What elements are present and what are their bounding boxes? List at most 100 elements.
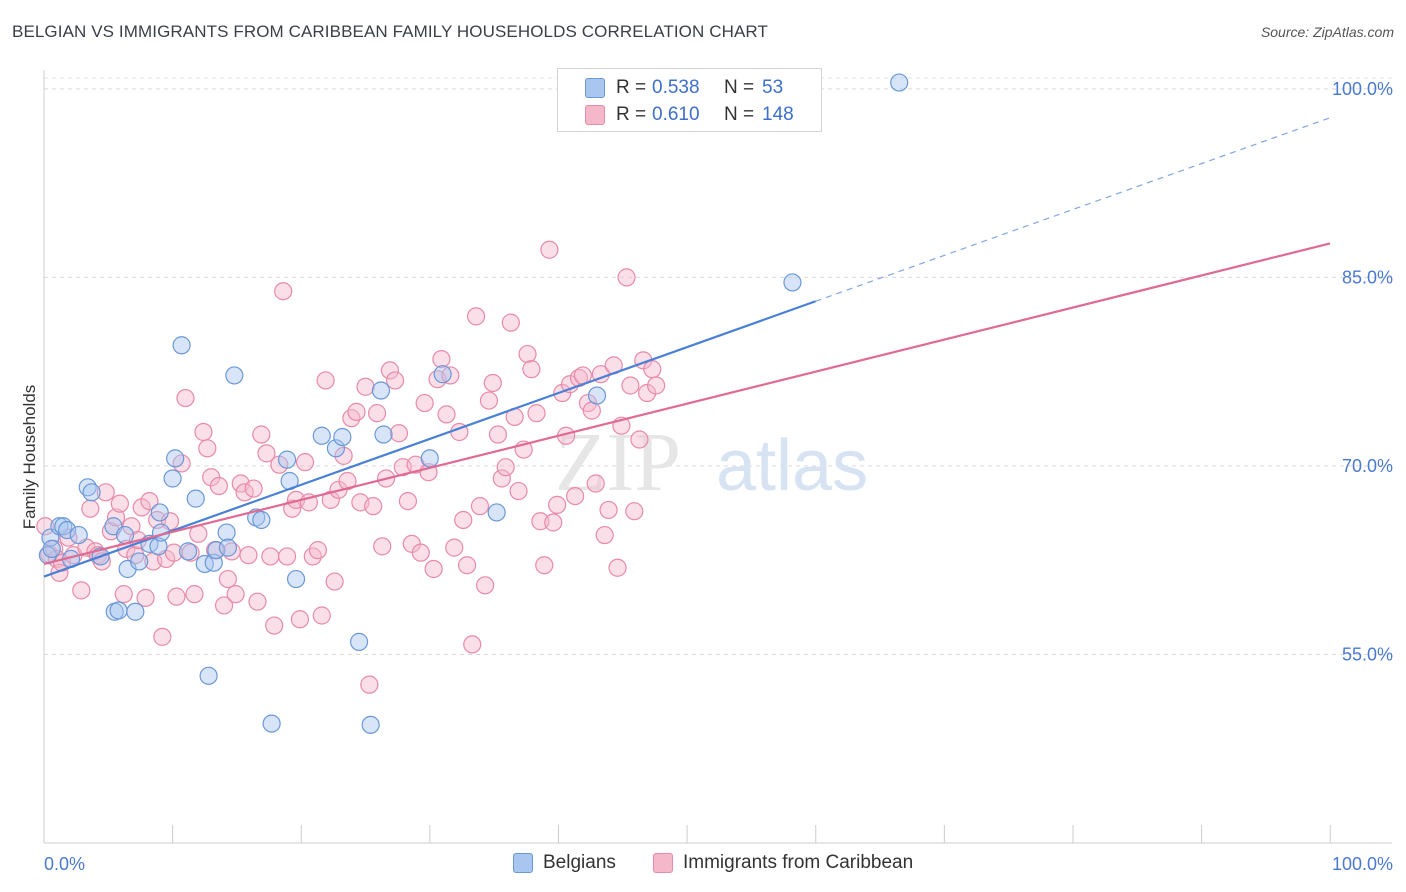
y-axis-label: Family Households — [20, 384, 39, 530]
caribbean-point — [312, 606, 331, 625]
caribbean-point — [72, 581, 91, 600]
belgians-point — [225, 366, 244, 385]
y-tick-label: 70.0% — [1342, 456, 1393, 476]
legend-r-value: 0.610 — [652, 104, 700, 125]
caribbean-point — [621, 376, 640, 395]
belgians-point — [82, 483, 101, 502]
belgians-point — [783, 273, 802, 292]
belgians-point — [420, 449, 439, 468]
caribbean-point — [257, 444, 276, 463]
caribbean-point — [437, 405, 456, 424]
legend-swatch-caribbean — [585, 105, 605, 125]
caribbean-point — [389, 424, 409, 443]
belgians-point — [172, 336, 191, 355]
belgians-point — [115, 525, 135, 545]
caribbean-point — [96, 483, 115, 502]
caribbean-point — [239, 546, 258, 565]
caribbean-point — [492, 469, 511, 488]
caribbean-point — [496, 458, 515, 477]
caribbean-point — [415, 393, 434, 413]
caribbean-point — [338, 471, 357, 491]
caribbean-point — [360, 675, 379, 694]
belgians-point — [374, 425, 393, 444]
belgians-point — [166, 449, 185, 468]
caribbean-point — [325, 572, 344, 591]
caribbean-point — [643, 360, 662, 379]
caribbean-point — [466, 307, 486, 326]
caribbean-point — [140, 492, 159, 511]
caribbean-point — [617, 268, 636, 287]
caribbean-point — [101, 522, 120, 541]
y-tick-label: 85.0% — [1342, 267, 1393, 287]
caribbean-point — [373, 537, 392, 556]
caribbean-point — [226, 585, 245, 604]
legend-r-label: R = — [616, 77, 647, 98]
legend-r-label: R = — [616, 104, 647, 125]
trend-lines — [43, 117, 1331, 578]
caribbean-point — [380, 361, 400, 380]
caribbean-point — [411, 543, 430, 562]
bottom-legend-swatch-caribbean — [653, 853, 673, 873]
caribbean-point — [398, 492, 418, 511]
belgians-point — [218, 538, 237, 557]
caribbean-point — [424, 559, 443, 579]
caribbean-point — [595, 525, 614, 545]
caribbean-point — [235, 483, 254, 502]
belgians-point — [130, 552, 149, 571]
belgians-point — [286, 569, 306, 589]
belgians-point — [42, 539, 61, 558]
belgians-point — [349, 632, 369, 651]
caribbean-point — [385, 371, 405, 390]
caribbean-point — [445, 538, 464, 557]
caribbean-point — [356, 377, 375, 396]
belgians-point — [69, 525, 88, 545]
caribbean-trend-line — [43, 242, 1331, 566]
caribbean-point — [535, 556, 554, 575]
belgians-point — [361, 715, 380, 734]
bottom-legend-label: Immigrants from Caribbean — [683, 852, 914, 873]
legend-r-value: 0.538 — [652, 77, 700, 98]
belgians-point — [163, 469, 182, 488]
belgians-point — [333, 427, 352, 447]
caribbean-point — [316, 371, 335, 390]
belgians-point — [109, 601, 128, 620]
caribbean-point — [364, 497, 383, 516]
bottom-legend-label: Belgians — [543, 852, 616, 873]
belgians-point — [207, 541, 226, 560]
caribbean-point — [548, 495, 567, 514]
grid-lines — [44, 77, 1392, 655]
caribbean-point — [334, 446, 353, 465]
caribbean-point — [586, 474, 605, 493]
caribbean-point — [608, 558, 627, 577]
belgians-point — [587, 386, 607, 405]
caribbean-point — [483, 373, 502, 393]
caribbean-point — [283, 499, 302, 518]
belgians-point — [277, 450, 297, 469]
belgians-point — [217, 523, 236, 542]
caribbean-point — [625, 502, 644, 521]
y-tick-label: 100.0% — [1332, 79, 1393, 99]
caribbean-point — [582, 401, 601, 420]
belgians-point — [262, 714, 281, 733]
caribbean-point — [441, 366, 460, 385]
legend-n-label: N = — [724, 104, 755, 125]
caribbean-point — [544, 513, 563, 532]
caribbean-point — [290, 610, 310, 629]
caribbean-point — [176, 388, 195, 408]
caribbean-point — [167, 587, 186, 606]
data-points — [36, 73, 909, 734]
caribbean-point — [540, 240, 559, 259]
legend-row-caribbean: R = 0.610 N = 148 — [558, 100, 821, 126]
caribbean-point — [114, 585, 133, 604]
watermark: ZIP atlas — [555, 416, 868, 509]
caribbean-point — [308, 541, 328, 560]
x-tick-label: 100.0% — [1332, 854, 1393, 874]
watermark-atlas: atlas — [716, 426, 868, 506]
caribbean-point — [110, 494, 129, 513]
bottom-legend-swatch-belgians — [513, 853, 533, 873]
caribbean-point — [475, 576, 495, 595]
caribbean-point — [194, 422, 213, 442]
caribbean-point — [599, 500, 618, 520]
belgians-point — [186, 489, 205, 508]
